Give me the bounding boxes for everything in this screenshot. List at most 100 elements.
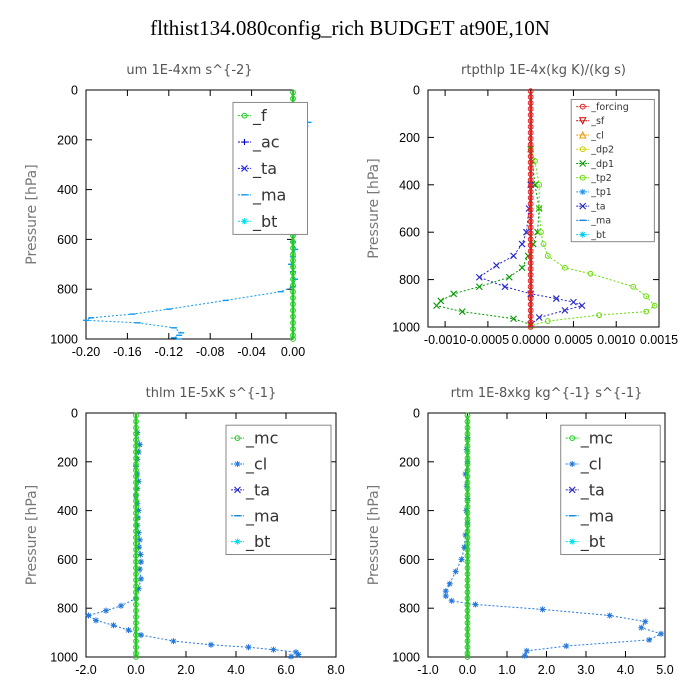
data-point [464,455,471,462]
y-tick-label: 1000 [392,321,420,335]
data-point [133,497,139,504]
data-point [118,602,124,609]
data-point [270,646,277,653]
legend-marker [241,112,248,119]
data-point [290,263,296,270]
data-point [125,627,132,634]
legend: _mc _cl _ta _ma _bt [225,424,332,556]
data-point [464,613,471,620]
data-point [527,111,534,118]
x-tick-label: -2.0 [75,663,97,677]
data-point [464,449,471,455]
data-point [135,585,142,592]
data-point [433,302,440,310]
legend-item-cl: _cl [231,455,267,475]
legend-item-ta: _ta [237,159,277,179]
data-point [110,622,117,629]
data-point [527,236,534,243]
data-point [133,577,139,584]
data-point [544,318,551,324]
data-point [646,636,653,643]
plot-frame [427,89,660,328]
data-point [464,638,471,645]
data-point [290,336,296,342]
data-point [464,607,471,614]
legend-item-tp1: _tp1 [576,187,612,198]
data-point [133,443,139,449]
legend-label: _bt [245,532,270,552]
legend-label: _ta [580,480,605,500]
data-point [452,568,459,575]
data-point [464,497,471,504]
x-tick-label: -0.20 [72,345,101,359]
data-point [464,485,471,492]
series-line [435,149,540,326]
plot-frame [85,412,337,658]
legend-label: _ma [590,216,611,227]
data-point [462,532,469,538]
legend-item-tp2: _tp2 [576,173,612,184]
data-point [527,289,534,296]
data-point [170,638,177,645]
legend-item-cl: _cl [576,130,604,141]
data-point [527,135,534,142]
data-point [136,566,143,573]
data-point [290,319,296,326]
y-tick-label: 600 [399,226,420,240]
data-point [290,89,296,96]
figure-title: flthist134.080config_rich BUDGET at90E,1… [150,16,550,40]
data-point [578,302,586,310]
legend-marker [241,139,248,146]
data-point [536,181,543,188]
data-point [475,273,483,281]
panel-title: thlm 1E-5xK s^{-1} [146,386,277,401]
legend-marker [579,174,586,181]
data-point [523,647,530,654]
data-point [527,218,534,225]
data-point [527,313,534,320]
y-axis-label: Pressure [hPa] [366,158,382,258]
legend-label: _cl [245,455,267,475]
legend-item-bt: _bt [237,212,277,232]
legend-label: _bt [590,230,606,241]
data-point [133,412,139,419]
y-tick-label: 200 [57,455,78,469]
legend-item-f: _f [237,106,267,126]
legend-label: _bt [580,532,605,552]
legend-label: _mc [245,429,278,449]
data-point [133,418,139,425]
legend-item-bt: _bt [576,230,606,241]
legend-item-bt: _bt [231,532,270,552]
y-tick-label: 400 [57,504,78,518]
x-tick-label: 2.0 [177,663,194,677]
data-point [464,565,471,571]
data-point [527,94,534,101]
series-tp2 [527,146,658,329]
data-point [527,141,534,148]
data-point [133,528,139,535]
y-axis-label: Pressure [hPa] [24,164,40,264]
data-point [539,606,546,613]
data-point [290,276,296,283]
data-point [133,449,139,455]
data-point [133,430,139,437]
legend-label: _cl [580,455,602,475]
data-point [505,273,513,281]
data-point [133,540,139,547]
legend-label: _ta [590,201,605,212]
y-tick-label: 800 [57,602,78,616]
series-dp1 [433,145,543,329]
data-point [464,577,471,584]
legend-item-dp2: _dp2 [576,145,614,156]
data-point [464,589,471,596]
data-point [133,473,139,480]
y-tick-label: 200 [57,133,78,147]
data-point [527,295,534,302]
legend-item-sf: _sf [576,116,605,127]
data-point [527,307,534,314]
legend-box [560,424,661,556]
legend-item-dp1: _dp1 [576,159,614,170]
legend-marker [579,160,587,167]
x-tick-label: 0.00 [281,345,305,359]
data-point [527,106,534,112]
